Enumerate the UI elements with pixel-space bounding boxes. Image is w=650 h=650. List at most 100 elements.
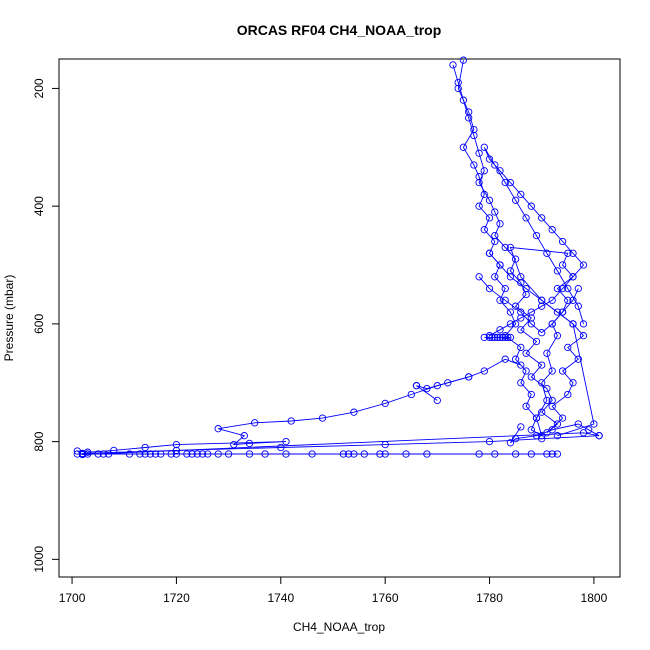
data-point <box>491 333 499 342</box>
data-point <box>558 261 567 269</box>
data-point <box>496 326 504 334</box>
data-point <box>475 450 483 458</box>
data-point <box>538 329 546 337</box>
data-point <box>522 367 530 375</box>
data-point <box>517 279 525 287</box>
data-point <box>381 399 389 408</box>
data-point <box>517 423 525 431</box>
data-point <box>501 178 509 187</box>
data-point <box>498 333 507 342</box>
data-point <box>433 396 441 405</box>
data-point <box>543 396 551 405</box>
data-point <box>496 220 504 228</box>
data-point <box>517 190 525 199</box>
series-line <box>77 376 600 456</box>
data-point <box>553 450 562 458</box>
data-point <box>517 361 525 369</box>
data-point <box>480 226 488 234</box>
data-point <box>475 273 483 281</box>
data-point <box>538 361 546 369</box>
data-point <box>496 167 504 175</box>
data-point <box>543 249 551 257</box>
data-point <box>204 450 212 458</box>
data-point <box>548 226 556 234</box>
data-point <box>491 273 499 281</box>
series-7 <box>78 432 603 458</box>
x-tick-label: 1720 <box>163 591 190 605</box>
data-point <box>579 261 588 269</box>
data-point <box>78 449 87 458</box>
data-point <box>532 231 541 240</box>
x-tick-label: 1800 <box>581 591 608 605</box>
data-point <box>553 432 562 440</box>
data-point <box>553 284 562 293</box>
x-tick-label: 1700 <box>59 591 86 605</box>
data-point <box>136 450 144 458</box>
data-point <box>579 332 588 340</box>
data-point <box>480 333 488 342</box>
data-point <box>501 243 509 252</box>
data-point <box>318 414 327 422</box>
data-point <box>504 333 512 342</box>
data-point <box>553 308 562 316</box>
data-point <box>99 450 108 458</box>
data-point <box>240 432 248 440</box>
y-axis-label: Pressure (mbar) <box>2 275 16 362</box>
data-point <box>517 314 525 322</box>
data-point <box>532 337 541 346</box>
data-point <box>574 302 582 310</box>
data-point <box>485 214 494 222</box>
data-point <box>506 267 515 275</box>
x-tick-label: 1780 <box>476 591 503 605</box>
y-tick-label: 200 <box>32 78 46 98</box>
data-point <box>517 343 525 352</box>
data-point <box>501 333 509 342</box>
data-point <box>574 420 582 428</box>
data-point <box>569 379 577 387</box>
y-tick-label: 600 <box>32 314 46 334</box>
data-point <box>569 296 577 304</box>
data-point <box>141 450 149 458</box>
data-point <box>543 384 551 393</box>
data-point <box>344 450 353 458</box>
series-5 <box>73 373 603 459</box>
data-point <box>527 373 535 381</box>
data-point <box>183 450 191 458</box>
data-point <box>511 255 520 263</box>
data-point <box>381 450 389 458</box>
data-point <box>193 450 201 458</box>
data-point <box>282 450 290 458</box>
data-point <box>558 367 567 375</box>
data-point <box>543 450 551 458</box>
data-point <box>350 450 358 458</box>
data-point <box>558 237 567 246</box>
data-point <box>553 420 562 428</box>
data-point <box>564 284 572 293</box>
data-point <box>449 61 457 69</box>
data-point <box>214 425 222 433</box>
data-point <box>595 432 603 440</box>
data-point <box>558 414 567 422</box>
data-point <box>433 382 441 390</box>
data-point <box>496 296 504 304</box>
data-point <box>475 149 483 157</box>
data-point <box>496 333 504 342</box>
data-point <box>282 437 290 446</box>
data-point <box>480 143 488 151</box>
data-point <box>522 290 530 299</box>
y-tick-label: 400 <box>32 196 46 216</box>
data-point <box>506 178 515 187</box>
data-point <box>522 214 530 222</box>
data-point <box>548 367 556 375</box>
data-point <box>506 333 515 342</box>
data-point <box>501 284 509 293</box>
series-2 <box>480 143 588 340</box>
data-point <box>574 284 582 293</box>
data-point <box>564 390 572 399</box>
data-point <box>527 314 535 322</box>
data-point <box>538 302 546 310</box>
data-point <box>485 249 494 257</box>
data-point <box>491 161 499 169</box>
data-point <box>407 390 415 399</box>
data-point <box>496 261 504 269</box>
